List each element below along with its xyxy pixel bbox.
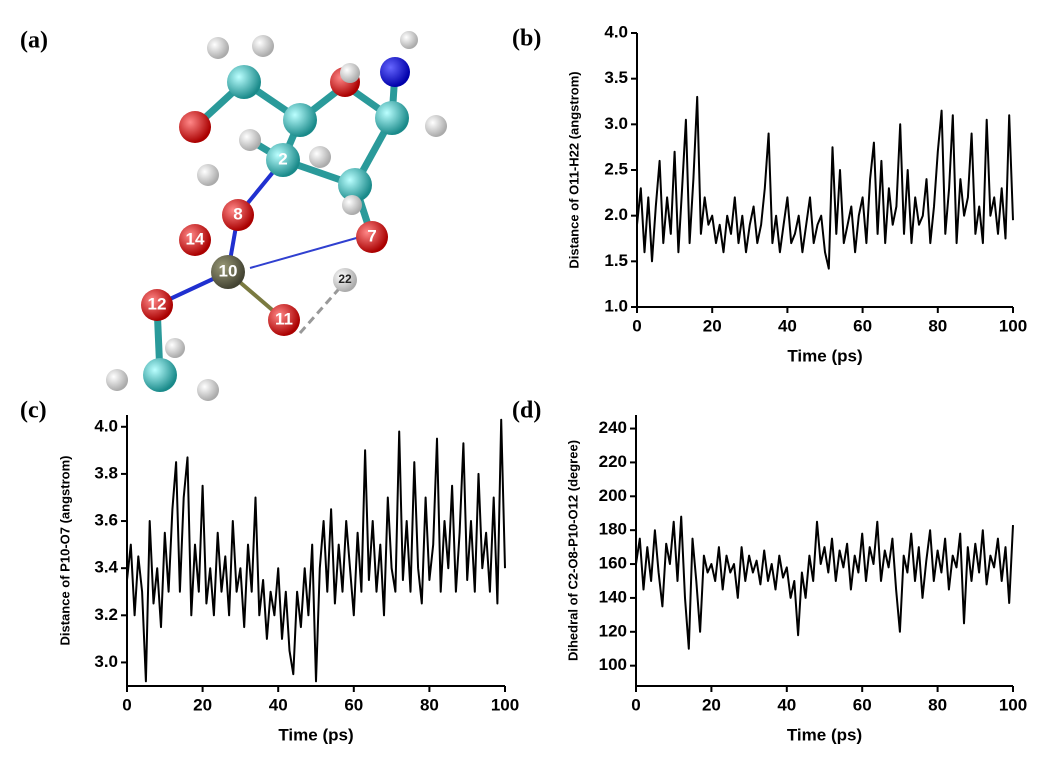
atom-label: 10 (219, 261, 238, 280)
x-tick-label: 60 (853, 316, 872, 335)
y-tick-label: 3.2 (94, 605, 118, 624)
x-tick-label: 0 (631, 695, 640, 714)
atom-label: 7 (367, 226, 376, 245)
y-tick-label: 200 (599, 486, 627, 505)
x-tick-label: 80 (928, 695, 947, 714)
x-tick-label: 0 (632, 316, 641, 335)
y-tick-label: 1.5 (604, 251, 628, 270)
panel-label: (c) (20, 398, 47, 424)
atom-label: 12 (148, 294, 167, 313)
y-tick-label: 2.5 (604, 159, 628, 178)
y-tick-label: 4.0 (94, 416, 118, 435)
x-tick-label: 100 (999, 316, 1027, 335)
data-line (635, 515, 1014, 650)
y-tick-label: 240 (599, 418, 627, 437)
y-axis-title: Distance of P10-O7 (angstrom) (57, 456, 72, 646)
panel-label: (b) (512, 26, 541, 52)
y-tick-label: 3.0 (94, 652, 118, 671)
x-tick-label: 0 (122, 695, 131, 714)
x-tick-label: 80 (420, 695, 439, 714)
x-tick-label: 80 (928, 316, 947, 335)
x-axis-title: Time (ps) (787, 725, 862, 744)
y-axis-title: Distance of O11-H22 (angstrom) (566, 71, 581, 268)
y-tick-label: 3.0 (604, 114, 628, 133)
data-line (636, 95, 1014, 270)
atom-label: 8 (233, 204, 242, 223)
x-tick-label: 20 (703, 316, 722, 335)
y-tick-label: 180 (599, 520, 627, 539)
y-tick-label: 3.8 (94, 463, 118, 482)
molecule: (a) 2 8 14 10 7 22 12 11 (20, 28, 447, 401)
y-tick-label: 220 (599, 452, 627, 471)
y-axis-title: Dihedral of C2-O8-P10-O12 (degree) (565, 440, 580, 661)
x-tick-label: 100 (491, 695, 519, 714)
atoms (106, 31, 447, 401)
atom-label: 14 (186, 229, 205, 248)
y-tick-label: 1.0 (604, 296, 628, 315)
x-tick-label: 60 (344, 695, 363, 714)
atom-label: 11 (275, 309, 293, 328)
y-tick-label: 2.0 (604, 205, 628, 224)
data-line (126, 418, 506, 683)
y-tick-label: 160 (599, 554, 627, 573)
x-tick-label: 100 (999, 695, 1027, 714)
y-tick-label: 4.0 (604, 22, 628, 41)
x-tick-label: 40 (269, 695, 288, 714)
y-tick-label: 120 (599, 621, 627, 640)
atom-label: 22 (338, 272, 352, 286)
x-tick-label: 40 (777, 695, 796, 714)
x-tick-label: 20 (702, 695, 721, 714)
y-tick-label: 100 (599, 655, 627, 674)
y-tick-label: 3.5 (604, 68, 628, 87)
x-axis-title: Time (ps) (278, 725, 353, 744)
panel-label: (d) (512, 398, 541, 424)
x-tick-label: 20 (193, 695, 212, 714)
atom-label: 2 (278, 149, 287, 168)
y-tick-label: 140 (599, 587, 627, 606)
x-axis-title: Time (ps) (787, 346, 862, 365)
x-tick-label: 60 (853, 695, 872, 714)
y-tick-label: 3.6 (94, 511, 118, 530)
panel-label: (a) (20, 28, 48, 54)
x-tick-label: 40 (778, 316, 797, 335)
y-tick-label: 3.4 (94, 558, 118, 577)
